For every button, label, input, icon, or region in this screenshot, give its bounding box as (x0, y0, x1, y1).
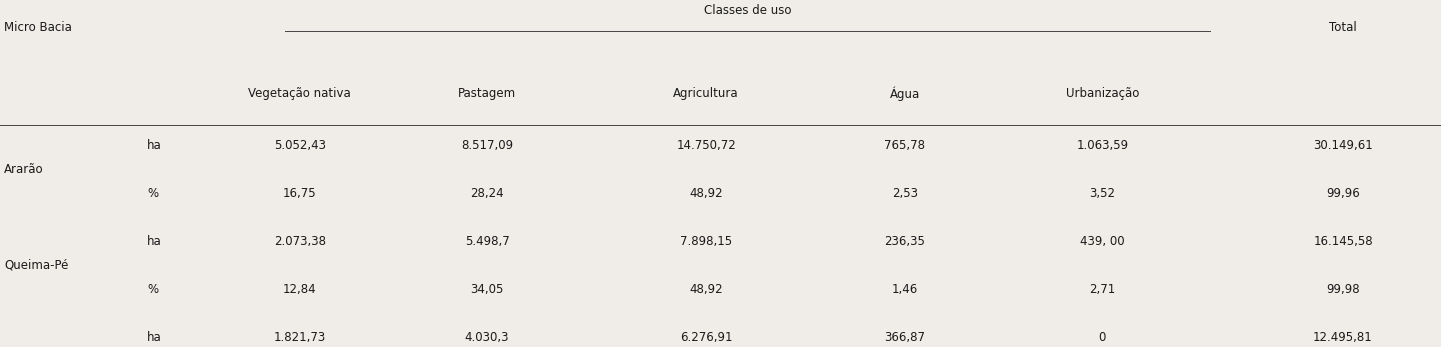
Text: 366,87: 366,87 (885, 331, 925, 344)
Text: Classes de uso: Classes de uso (705, 5, 791, 17)
Text: 99,96: 99,96 (1326, 187, 1360, 200)
Text: 1.063,59: 1.063,59 (1076, 139, 1128, 152)
Text: 16.145,58: 16.145,58 (1313, 235, 1373, 248)
Text: 28,24: 28,24 (470, 187, 504, 200)
Text: 34,05: 34,05 (470, 283, 504, 296)
Text: 12,84: 12,84 (282, 283, 317, 296)
Text: %: % (147, 187, 159, 200)
Text: Urbanização: Urbanização (1066, 87, 1138, 100)
Text: Agricultura: Agricultura (673, 87, 739, 100)
Text: 2,71: 2,71 (1089, 283, 1115, 296)
Text: Micro Bacia: Micro Bacia (4, 21, 72, 34)
Text: 99,98: 99,98 (1326, 283, 1360, 296)
Text: 48,92: 48,92 (689, 187, 723, 200)
Text: 1,46: 1,46 (892, 283, 918, 296)
Text: Total: Total (1329, 21, 1357, 34)
Text: Queima-Pé: Queima-Pé (4, 259, 69, 272)
Text: 439, 00: 439, 00 (1081, 235, 1124, 248)
Text: 8.517,09: 8.517,09 (461, 139, 513, 152)
Text: ha: ha (147, 235, 161, 248)
Text: 236,35: 236,35 (885, 235, 925, 248)
Text: 14.750,72: 14.750,72 (676, 139, 736, 152)
Text: 30.149,61: 30.149,61 (1313, 139, 1373, 152)
Text: 6.276,91: 6.276,91 (680, 331, 732, 344)
Text: 765,78: 765,78 (885, 139, 925, 152)
Text: Vegetação nativa: Vegetação nativa (248, 87, 352, 100)
Text: 0: 0 (1098, 331, 1107, 344)
Text: 16,75: 16,75 (282, 187, 317, 200)
Text: Pastagem: Pastagem (458, 87, 516, 100)
Text: %: % (147, 283, 159, 296)
Text: Água: Água (891, 86, 919, 101)
Text: 5.498,7: 5.498,7 (464, 235, 510, 248)
Text: ha: ha (147, 331, 161, 344)
Text: ha: ha (147, 139, 161, 152)
Text: 1.821,73: 1.821,73 (274, 331, 326, 344)
Text: 7.898,15: 7.898,15 (680, 235, 732, 248)
Text: 2,53: 2,53 (892, 187, 918, 200)
Text: 5.052,43: 5.052,43 (274, 139, 326, 152)
Text: 48,92: 48,92 (689, 283, 723, 296)
Text: 12.495,81: 12.495,81 (1313, 331, 1373, 344)
Text: 4.030,3: 4.030,3 (465, 331, 509, 344)
Text: Ararão: Ararão (4, 163, 43, 176)
Text: 2.073,38: 2.073,38 (274, 235, 326, 248)
Text: 3,52: 3,52 (1089, 187, 1115, 200)
